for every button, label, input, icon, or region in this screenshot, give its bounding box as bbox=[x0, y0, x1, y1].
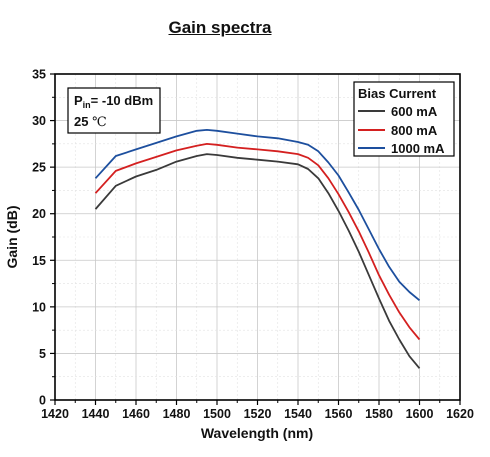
x-tick-label: 1440 bbox=[82, 407, 110, 421]
legend: Bias Current 600 mA 800 mA 1000 mA bbox=[353, 81, 455, 157]
x-tick-label: 1480 bbox=[163, 407, 191, 421]
legend-label-800ma: 800 mA bbox=[391, 123, 438, 138]
x-tick-label: 1560 bbox=[325, 407, 353, 421]
x-tick-label: 1600 bbox=[406, 407, 434, 421]
x-tick-label: 1620 bbox=[446, 407, 474, 421]
x-tick-label: 1500 bbox=[203, 407, 231, 421]
input-power-subscript: in bbox=[83, 100, 91, 110]
series-line-800ma bbox=[94, 142, 421, 341]
input-power-symbol: P bbox=[74, 93, 83, 108]
x-tick-label: 1580 bbox=[365, 407, 393, 421]
y-tick-label: 5 bbox=[39, 347, 46, 361]
input-power-value: = -10 dBm bbox=[91, 93, 154, 108]
condition-annotation: Pin= -10 dBm 25 ℃ bbox=[67, 87, 161, 134]
series-line-1000ma bbox=[94, 128, 421, 301]
y-tick-label: 25 bbox=[32, 161, 46, 175]
x-tick-label: 1460 bbox=[122, 407, 150, 421]
y-tick-label: 0 bbox=[39, 394, 46, 408]
y-tick-label: 20 bbox=[32, 207, 46, 221]
temperature-value: 25 bbox=[74, 114, 92, 129]
temperature-unit: ℃ bbox=[92, 115, 107, 130]
annotation-box bbox=[67, 87, 161, 134]
input-power-label: Pin= -10 dBm bbox=[74, 93, 153, 110]
x-tick-label: 1420 bbox=[41, 407, 69, 421]
x-tick-label: 1520 bbox=[244, 407, 272, 421]
y-tick-label: 35 bbox=[32, 68, 46, 82]
y-tick-label: 10 bbox=[32, 300, 46, 314]
x-tick-label: 1540 bbox=[284, 407, 312, 421]
y-tick-label: 15 bbox=[32, 254, 46, 268]
legend-title: Bias Current bbox=[358, 86, 437, 101]
legend-label-1000ma: 1000 mA bbox=[391, 141, 445, 156]
y-tick-label: 30 bbox=[32, 114, 46, 128]
axis-ticks: 1420 1440 1460 1480 1500 1520 1540 1560 1580 1600… bbox=[32, 68, 474, 422]
legend-box bbox=[353, 81, 455, 157]
temperature-label: 25 ℃ bbox=[74, 114, 107, 130]
x-axis-title: Wavelength (nm) bbox=[201, 425, 313, 441]
y-axis-title: Gain (dB) bbox=[4, 206, 20, 269]
legend-label-600ma: 600 mA bbox=[391, 104, 438, 119]
chart-title: Gain spectra bbox=[168, 18, 272, 37]
series-line-600ma bbox=[94, 153, 421, 369]
series-layer bbox=[94, 128, 421, 369]
